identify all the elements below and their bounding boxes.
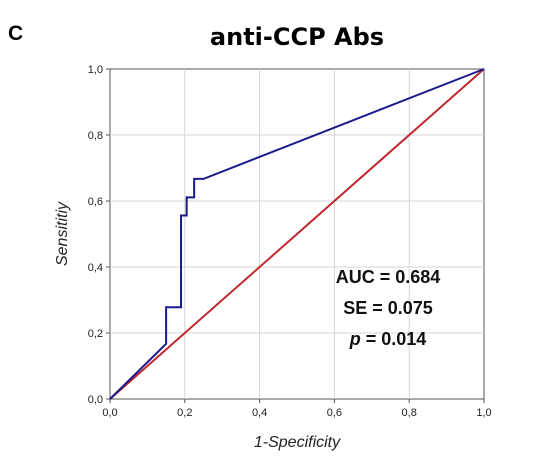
- x-tick-label: 0,8: [402, 407, 417, 419]
- x-tick-label: 0,4: [252, 407, 267, 419]
- y-tick-label: 0,0: [88, 394, 103, 406]
- y-axis-label: Sensititiy: [54, 201, 71, 266]
- y-tick-label: 1,0: [88, 64, 103, 76]
- p-value: = 0.014: [361, 329, 427, 349]
- p-symbol: p: [349, 329, 361, 349]
- x-axis-label: 1-Specificity: [254, 434, 341, 451]
- x-tick-label: 1,0: [476, 407, 491, 419]
- y-tick-label: 0,2: [88, 328, 103, 340]
- tick-labels: 0,0 0,2 0,4 0,6 0,8 1,0 0,0 0,2 0,4 0,6 0,8 1,0: [88, 64, 492, 419]
- y-tick-label: 0,4: [88, 262, 103, 274]
- p-annotation: p = 0.014: [349, 329, 427, 349]
- chart-title: anti-CCP Abs: [210, 23, 384, 51]
- grid: [110, 69, 484, 399]
- roc-curve: [109, 68, 485, 400]
- series: [109, 68, 485, 400]
- x-tick-label: 0,0: [102, 407, 117, 419]
- y-tick-label: 0,6: [88, 196, 103, 208]
- y-tick-label: 0,8: [88, 130, 103, 142]
- auc-annotation: AUC = 0.684: [336, 267, 441, 287]
- panel-letter: C: [8, 22, 23, 45]
- x-tick-label: 0,2: [177, 407, 192, 419]
- x-tick-label: 0,6: [327, 407, 342, 419]
- reference-line: [109, 68, 485, 400]
- se-annotation: SE = 0.075: [343, 298, 433, 318]
